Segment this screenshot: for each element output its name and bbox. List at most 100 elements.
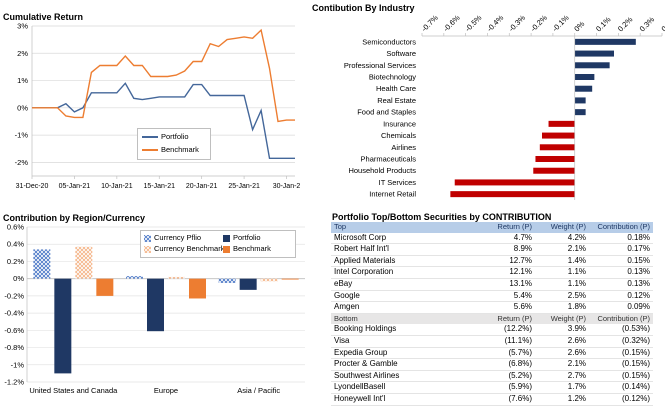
legend-portfolio-label: Portfolio bbox=[161, 132, 189, 141]
security-name-cell: Intel Corporation bbox=[331, 266, 465, 279]
industry-bar bbox=[535, 156, 575, 162]
security-name-cell: Booking Holdings bbox=[331, 324, 465, 336]
industry-xtick-label: 0.1% bbox=[594, 15, 613, 34]
region-bar-benchmark bbox=[96, 278, 114, 296]
industry-category-label: Airlines bbox=[391, 143, 416, 152]
security-name-cell: Visa bbox=[331, 335, 465, 348]
industry-category-label: Chemicals bbox=[381, 131, 416, 140]
cum-xtick-label: 31-Dec-20 bbox=[16, 183, 49, 190]
cum-ytick-label: 0% bbox=[17, 103, 28, 112]
industry-bar bbox=[542, 132, 575, 139]
security-value-cell: (0.15%) bbox=[589, 347, 653, 360]
region-bar-benchmark bbox=[189, 278, 206, 299]
cumulative-return-chart: 3% 2% 1% 0% -1% -2% 31-Dec-20 05-Jan-21 10-Jan-2… bbox=[15, 22, 301, 191]
industry-contribution-chart: -0.7% -0.6% -0.5% -0.4% -0.3% -0.2% -0.1% 0% 0.1… bbox=[344, 13, 665, 200]
security-value-cell: (7.6%) bbox=[465, 393, 535, 406]
table-row: Honeywell Int'l (7.6%) 1.2% (0.12%) bbox=[331, 393, 653, 406]
security-value-cell: (12.2%) bbox=[465, 324, 535, 336]
region-category-label: Europe bbox=[154, 386, 178, 395]
industry-category-label: Insurance bbox=[383, 119, 416, 128]
security-name-cell: Expedia Group bbox=[331, 347, 465, 360]
security-value-cell: Contribution (P) bbox=[589, 313, 653, 325]
industry-category-label: Software bbox=[386, 49, 416, 58]
security-value-cell: (0.14%) bbox=[589, 381, 653, 394]
industry-category-label: Food and Staples bbox=[357, 108, 416, 117]
security-value-cell: 12.1% bbox=[465, 266, 535, 279]
legend-currency-benchmark: Currency Benchmark bbox=[144, 244, 224, 253]
security-name-cell: Top bbox=[331, 222, 465, 233]
industry-category-label: Biotechnology bbox=[369, 73, 416, 82]
region-bar-benchmark bbox=[281, 278, 299, 280]
legend-currency-benchmark-swatch bbox=[144, 245, 151, 253]
region-ytick-label: 0.6% bbox=[7, 223, 24, 232]
cum-ytick-label: 1% bbox=[17, 76, 28, 85]
table-row: Intel Corporation 12.1% 1.1% 0.13% bbox=[331, 266, 653, 279]
security-value-cell: 2.1% bbox=[535, 358, 589, 371]
security-name-cell: Amgen bbox=[331, 301, 465, 314]
region-category-label: United States and Canada bbox=[29, 386, 118, 395]
industry-xtick-label: -0.1% bbox=[550, 13, 570, 33]
region-title: Contribution by Region/Currency bbox=[3, 213, 146, 223]
industry-xtick-label: 0.3% bbox=[638, 15, 657, 34]
region-bar-currency-pflio bbox=[126, 276, 143, 279]
region-ytick-label: -0.4% bbox=[4, 309, 24, 318]
cum-xtick-label: 15-Jan-21 bbox=[143, 183, 175, 190]
security-value-cell: 4.7% bbox=[465, 232, 535, 245]
region-bar-currency-benchmark bbox=[75, 246, 93, 279]
industry-category-label: Health Care bbox=[376, 84, 416, 93]
security-value-cell: 0.17% bbox=[589, 243, 653, 256]
region-category-label: Asia / Pacific bbox=[237, 386, 280, 395]
region-ytick-label: -0.2% bbox=[4, 291, 24, 300]
industry-bar bbox=[450, 191, 575, 198]
industry-xtick-label: 0% bbox=[572, 19, 586, 33]
cumulative-return-title: Cumulative Return bbox=[3, 12, 84, 22]
industry-xtick-label: 0.4% bbox=[660, 15, 665, 34]
securities-title: Portfolio Top/Bottom Securities by CONTR… bbox=[332, 212, 552, 222]
industry-xtick-label: -0.5% bbox=[463, 13, 483, 33]
cum-xtick-label: 10-Jan-21 bbox=[101, 183, 133, 190]
cum-ytick-label: -1% bbox=[15, 131, 29, 140]
legend-region-benchmark-label: Benchmark bbox=[233, 244, 271, 253]
legend-region-benchmark: Benchmark bbox=[223, 244, 271, 253]
region-ytick-label: -1% bbox=[11, 360, 25, 369]
region-ytick-label: -1.2% bbox=[4, 378, 24, 387]
security-name-cell: Microsoft Corp bbox=[331, 232, 465, 245]
security-value-cell: (0.53%) bbox=[589, 324, 653, 336]
region-bar-portfolio bbox=[147, 278, 164, 332]
industry-xtick-label: 0.2% bbox=[616, 15, 635, 34]
security-name-cell: eBay bbox=[331, 278, 465, 291]
industry-xtick-label: -0.6% bbox=[441, 13, 461, 33]
security-name-cell: Bottom bbox=[331, 313, 465, 325]
security-value-cell: 1.1% bbox=[535, 278, 589, 291]
legend-currency-pflio: Currency Pflio bbox=[144, 233, 201, 242]
security-value-cell: 1.8% bbox=[535, 301, 589, 314]
legend-currency-benchmark-label: Currency Benchmark bbox=[154, 244, 225, 253]
industry-bar bbox=[548, 120, 575, 127]
industry-bar bbox=[574, 38, 636, 45]
security-name-cell: LyondellBasell bbox=[331, 381, 465, 394]
industry-category-label: Professional Services bbox=[344, 61, 416, 70]
security-value-cell: 2.7% bbox=[535, 370, 589, 383]
cum-xtick-label: 05-Jan-21 bbox=[59, 183, 91, 190]
industry-xtick-label: -0.2% bbox=[529, 13, 549, 33]
cum-ytick-label: -2% bbox=[15, 158, 29, 167]
security-value-cell: 2.5% bbox=[535, 290, 589, 303]
bottom-header-row: Bottom Return (P) Weight (P) Contribution (… bbox=[331, 313, 653, 325]
legend-portfolio: Portfolio bbox=[142, 132, 189, 141]
security-value-cell: 0.13% bbox=[589, 266, 653, 279]
legend-benchmark-swatch bbox=[142, 149, 158, 152]
legend-currency-pflio-swatch bbox=[144, 234, 151, 242]
industry-bar bbox=[574, 85, 593, 92]
security-value-cell: 5.6% bbox=[465, 301, 535, 314]
region-bar-portfolio bbox=[54, 278, 72, 374]
industry-bar bbox=[574, 74, 595, 80]
security-value-cell: (0.15%) bbox=[589, 370, 653, 383]
industry-category-label: Pharmaceuticals bbox=[361, 155, 417, 164]
table-row: Booking Holdings (12.2%) 3.9% (0.53%) bbox=[331, 324, 653, 336]
industry-bar bbox=[574, 62, 610, 69]
table-row: Microsoft Corp 4.7% 4.2% 0.18% bbox=[331, 232, 653, 245]
legend-region-benchmark-swatch bbox=[223, 245, 230, 253]
region-bar-currency-benchmark bbox=[260, 278, 278, 282]
region-ytick-label: -0.8% bbox=[4, 343, 24, 352]
security-value-cell: 1.1% bbox=[535, 266, 589, 279]
